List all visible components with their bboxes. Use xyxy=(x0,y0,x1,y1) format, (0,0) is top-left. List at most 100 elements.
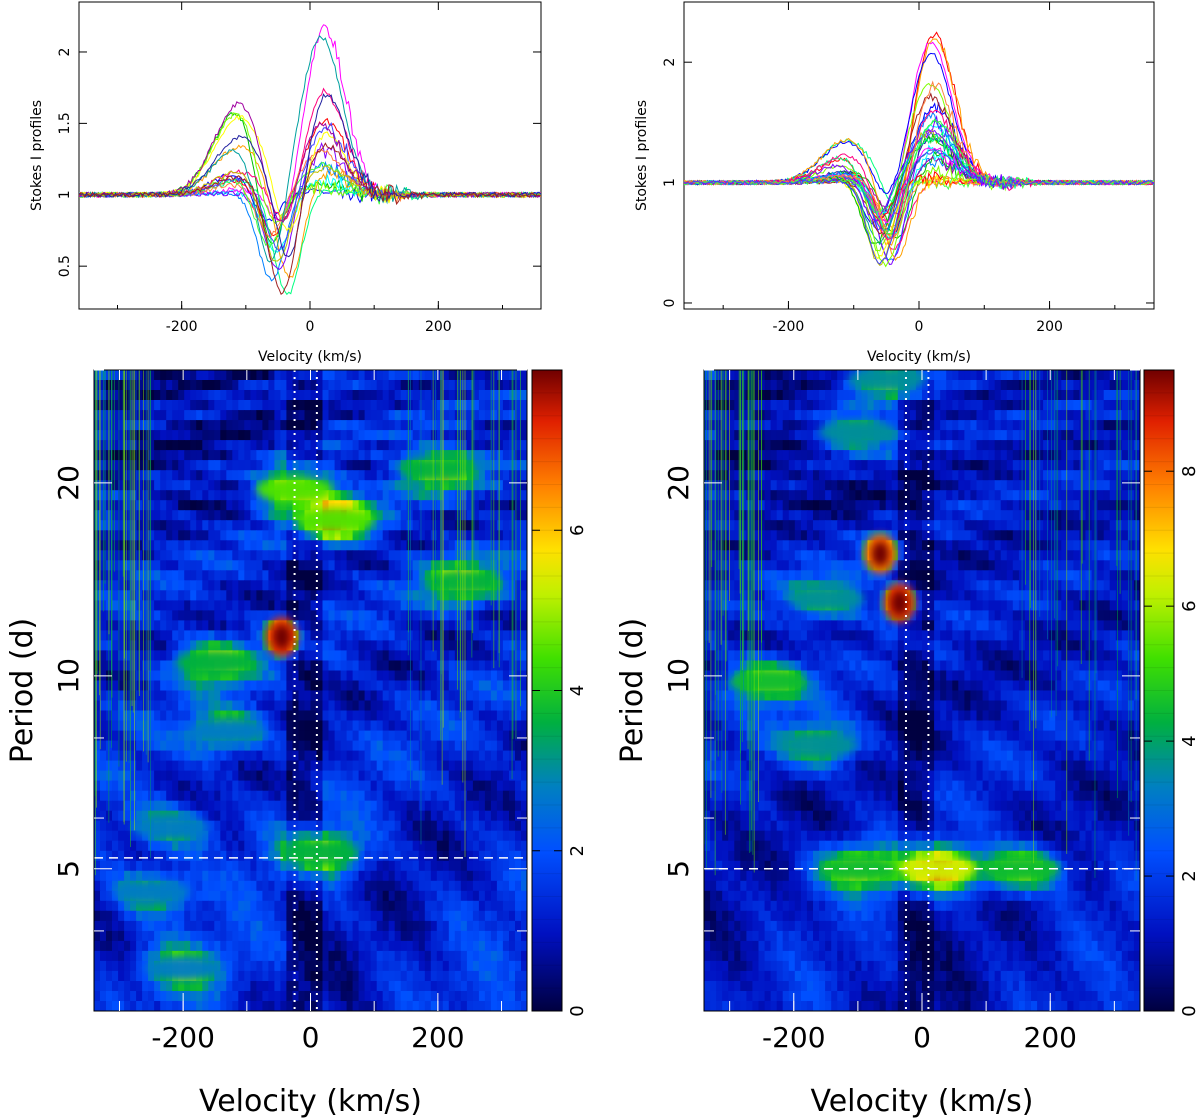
heatmap-cell xyxy=(424,530,432,541)
heatmap-cell xyxy=(478,1001,486,1011)
heatmap-cell xyxy=(250,410,257,421)
heatmap-cell xyxy=(280,690,287,702)
heatmap-cell xyxy=(316,430,324,441)
heatmap-cell xyxy=(178,680,185,692)
heatmap-cell xyxy=(166,860,173,872)
heatmap-cell xyxy=(460,400,468,411)
heatmap-cell xyxy=(364,710,372,722)
heatmap-cell xyxy=(382,930,390,942)
y-tick-label: 5 xyxy=(52,860,85,878)
heatmap-cell xyxy=(502,440,510,451)
heatmap-cell xyxy=(515,710,522,722)
heatmap-cell xyxy=(496,460,504,471)
heatmap-cell xyxy=(334,960,342,972)
heatmap-cell xyxy=(478,960,486,972)
heatmap-cell xyxy=(244,460,251,471)
heatmap-cell xyxy=(412,660,420,672)
heatmap-cell xyxy=(250,390,257,401)
heatmap-cell xyxy=(310,500,318,511)
heatmap-cell xyxy=(304,770,312,782)
heatmap-cell xyxy=(376,970,384,982)
heatmap-cell xyxy=(214,600,221,611)
heatmap-cell xyxy=(148,550,155,561)
heatmap-cell xyxy=(304,900,312,912)
heatmap-cell xyxy=(370,800,378,812)
heatmap-cell xyxy=(370,680,378,692)
heatmap-cell xyxy=(154,991,161,1002)
heatmap-cell xyxy=(454,790,462,802)
heatmap-cell xyxy=(136,900,143,912)
heatmap-cell xyxy=(448,710,456,722)
heatmap-cell xyxy=(460,760,468,772)
x-axis-label: Velocity (km/s) xyxy=(258,349,362,365)
heatmap-cell xyxy=(484,760,492,772)
heatmap-cell xyxy=(406,780,414,792)
heatmap-cell xyxy=(472,780,480,792)
heatmap-cell xyxy=(142,650,149,661)
heatmap-cell xyxy=(238,940,245,952)
heatmap-cell xyxy=(484,1001,492,1011)
heatmap-cell xyxy=(256,370,263,381)
profile-line xyxy=(684,149,1154,265)
heatmap-cell xyxy=(448,520,456,531)
heatmap-cell xyxy=(292,520,300,531)
heatmap-cell xyxy=(256,670,263,682)
heatmap-cell xyxy=(124,540,131,551)
heatmap-cell xyxy=(280,770,287,782)
heatmap-cell xyxy=(376,920,384,932)
heatmap-cell xyxy=(292,540,300,551)
heatmap-cell xyxy=(250,910,257,922)
heatmap-cell xyxy=(406,700,414,712)
heatmap-cell xyxy=(442,610,450,621)
heatmap-cell xyxy=(484,850,492,862)
heatmap-cell xyxy=(196,590,203,601)
heatmap-cell xyxy=(190,870,197,882)
heatmap-cell xyxy=(521,970,527,982)
heatmap-cell xyxy=(280,760,287,772)
heatmap-cell xyxy=(298,680,306,692)
heatmap-cell xyxy=(352,720,360,732)
heatmap-cell xyxy=(358,991,366,1002)
heatmap-cell xyxy=(226,970,233,982)
heatmap-cell xyxy=(484,970,492,982)
heatmap-cell xyxy=(466,420,474,431)
heatmap-cell xyxy=(220,700,227,712)
heatmap-cell xyxy=(196,770,203,782)
heatmap-cell xyxy=(220,550,227,561)
heatmap-cell xyxy=(521,930,527,942)
heatmap-cell xyxy=(154,860,161,872)
heatmap-cell xyxy=(184,620,191,631)
heatmap-cell xyxy=(250,440,257,451)
heatmap-cell xyxy=(172,540,179,551)
heatmap-cell xyxy=(436,430,444,441)
heatmap-cell xyxy=(412,830,420,842)
heatmap-cell xyxy=(310,390,318,401)
heatmap-cell xyxy=(256,870,263,882)
heatmap-cell xyxy=(232,800,239,812)
heatmap-cell xyxy=(382,780,390,792)
heatmap-cell xyxy=(376,620,384,631)
heatmap-cell xyxy=(154,730,161,742)
heatmap-cell xyxy=(952,370,959,381)
heatmap-cell xyxy=(220,930,227,942)
heatmap-cell xyxy=(316,910,324,922)
heatmap-cell xyxy=(1109,370,1117,381)
heatmap-cell xyxy=(172,850,179,862)
heatmap-cell xyxy=(268,700,275,712)
heatmap-cell xyxy=(136,860,143,872)
heatmap-cell xyxy=(502,1001,510,1011)
heatmap-cell xyxy=(328,610,336,621)
heatmap-cell xyxy=(112,981,119,992)
heatmap-cell xyxy=(208,500,215,511)
heatmap-cell xyxy=(256,560,263,571)
heatmap-cell xyxy=(124,900,131,912)
heatmap-cell xyxy=(124,380,131,391)
heatmap-cell xyxy=(424,730,432,742)
heatmap-cell xyxy=(166,470,173,481)
heatmap-cell xyxy=(280,740,287,752)
heatmap-cell xyxy=(160,380,167,391)
heatmap-cell xyxy=(352,880,360,892)
heatmap-cell xyxy=(346,880,354,892)
heatmap-cell xyxy=(118,1001,125,1011)
heatmap-cell xyxy=(280,991,287,1002)
